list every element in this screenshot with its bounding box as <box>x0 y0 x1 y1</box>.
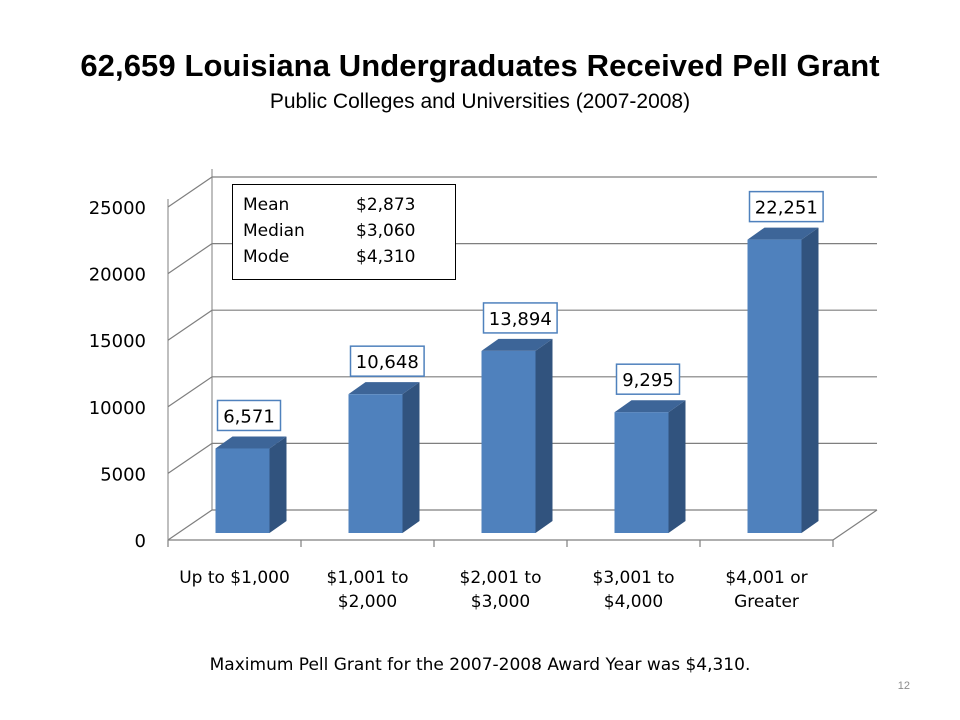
bar-top <box>215 436 287 449</box>
data-label-box <box>349 345 425 377</box>
data-label-text: 6,571 <box>223 406 275 427</box>
page-number: 12 <box>897 680 910 692</box>
data-label: 22,251 <box>748 190 824 223</box>
footnote: Maximum Pell Grant for the 2007-2008 Awa… <box>209 655 751 675</box>
bar-side <box>269 436 287 533</box>
x-category-line: $3,001 to <box>593 568 675 588</box>
x-category-label: $4,001 or Greater <box>725 568 807 612</box>
y-tick-label: 0 <box>135 531 146 552</box>
gridline <box>167 309 877 341</box>
page-subtitle: Public Colleges and Universities (2007-2… <box>269 90 691 113</box>
y-tick-label: 25000 <box>89 198 146 219</box>
stats-row-mean: Mean $2,873 <box>243 192 455 218</box>
data-label-text: 9,295 <box>622 370 674 391</box>
bar-front <box>614 412 669 533</box>
x-category-line: $1,001 to <box>327 568 409 588</box>
x-axis-labels: Up to $1,000 $1,001 to $2,000 $2,001 to $3,0… <box>179 568 807 612</box>
y-tick-label: 20000 <box>89 265 146 286</box>
data-label: 6,571 <box>216 399 282 432</box>
data-label-box <box>216 399 282 432</box>
bar <box>215 436 287 533</box>
stats-value: $3,060 <box>356 221 416 241</box>
x-category-label: Up to $1,000 <box>179 568 290 588</box>
bar <box>747 227 819 533</box>
stats-value: $2,873 <box>356 195 416 215</box>
bar <box>348 382 420 533</box>
x-category-line: $2,000 <box>338 592 397 612</box>
data-label-text: 10,648 <box>356 352 419 373</box>
bar-front <box>747 239 802 533</box>
bar-side <box>668 400 686 533</box>
stats-row-median: Median $3,060 <box>243 218 455 244</box>
data-label-text: 13,894 <box>489 309 552 330</box>
bar-front <box>215 448 270 533</box>
bar-top <box>348 382 420 395</box>
x-category-label: $1,001 to $2,000 <box>327 568 409 612</box>
stats-row-mode: Mode $4,310 <box>243 244 455 270</box>
page-title: 62,659 Louisiana Undergraduates Received… <box>80 48 880 83</box>
x-category-label: $3,001 to $4,000 <box>593 568 675 612</box>
bar-side <box>801 227 819 533</box>
x-category-line: $4,001 or <box>725 568 807 588</box>
chart-walls <box>167 169 213 540</box>
stats-label: Mean <box>243 195 290 215</box>
bar-top <box>614 400 686 413</box>
x-axis-ticks <box>167 540 834 547</box>
floor-right-edge <box>832 509 878 541</box>
data-label: 9,295 <box>615 363 681 395</box>
bars: 6,571 10,648 13,894 9,295 22,251 <box>215 190 824 533</box>
bar-front <box>481 350 536 533</box>
x-category-line: Up to $1,000 <box>179 568 290 588</box>
bar-side <box>535 338 553 533</box>
bar-front <box>348 394 403 533</box>
stats-label: Median <box>243 221 305 241</box>
gridline <box>167 176 877 208</box>
y-axis-labels: 0 5000 10000 15000 20000 25000 <box>89 198 146 552</box>
y-tick-label: 15000 <box>89 331 146 352</box>
summary-stats-box: Mean $2,873 Median $3,060 Mode $4,310 <box>232 184 456 280</box>
data-label: 10,648 <box>349 345 425 377</box>
y-tick-label: 5000 <box>100 464 146 485</box>
x-category-label: $2,001 to $3,000 <box>460 568 542 612</box>
data-label-box <box>748 190 824 223</box>
bar-side <box>402 382 420 533</box>
x-category-line: Greater <box>734 592 799 612</box>
data-label-box <box>615 363 681 395</box>
stats-label: Mode <box>243 247 290 267</box>
data-label: 13,894 <box>482 302 558 334</box>
data-label-text: 22,251 <box>755 198 818 219</box>
y-tick-label: 10000 <box>89 398 146 419</box>
bar-top <box>481 338 553 351</box>
x-category-line: $3,000 <box>471 592 530 612</box>
stats-value: $4,310 <box>356 247 416 267</box>
x-category-line: $4,000 <box>604 592 663 612</box>
gridline <box>167 243 877 275</box>
bar-top <box>747 227 819 240</box>
x-category-line: $2,001 to <box>460 568 542 588</box>
data-label-box <box>482 302 558 334</box>
bar <box>614 400 686 533</box>
bar <box>481 338 553 533</box>
